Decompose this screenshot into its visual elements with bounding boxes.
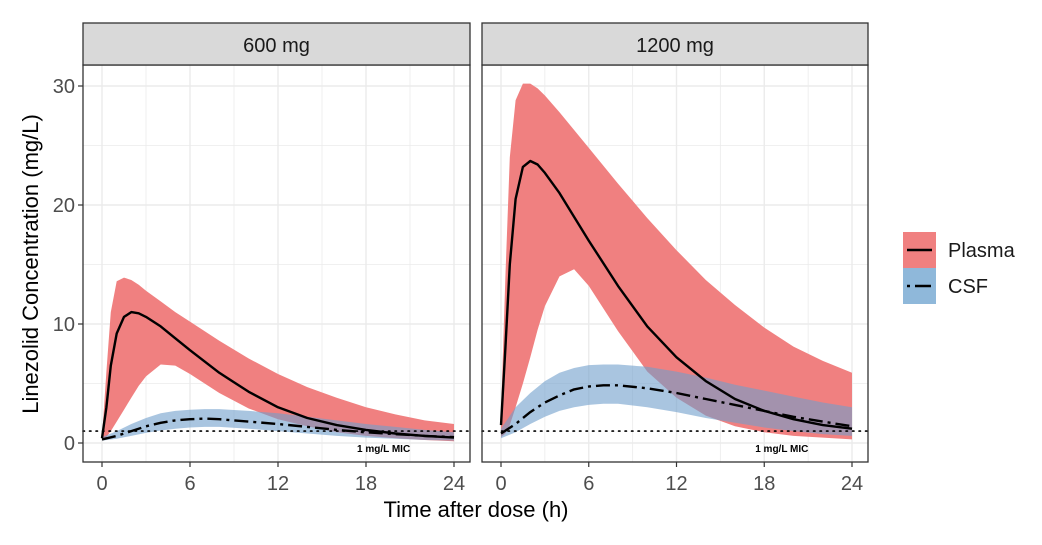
facet-strip (82, 22, 471, 66)
legend-item-plasma: Plasma (903, 232, 1016, 268)
x-tick-label: 24 (841, 473, 863, 495)
x-axis-label: Time after dose (h) (383, 497, 568, 522)
x-tick-label: 24 (443, 473, 465, 495)
mic-label: 1 mg/L MIC (357, 444, 410, 455)
csf-ribbon (102, 409, 454, 441)
y-tick-label: 20 (53, 195, 75, 217)
mic-label: 1 mg/L MIC (755, 444, 808, 455)
x-tick-label: 12 (267, 473, 289, 495)
y-axis-label: Linezolid Concentration (mg/L) (18, 114, 43, 414)
legend-item-csf: CSF (903, 268, 988, 304)
x-tick-label: 0 (495, 473, 506, 495)
facet-strip-label: 1200 mg (636, 35, 714, 57)
x-tick-label: 0 (96, 473, 107, 495)
x-tick-label: 18 (355, 473, 377, 495)
y-tick-label: 30 (53, 76, 75, 98)
csf-median-line (101, 417, 455, 441)
csf-median-line (500, 384, 853, 435)
x-tick-label: 6 (184, 473, 195, 495)
csf-ribbon (501, 364, 852, 439)
panel-600-mg: 1 mg/L MIC 600 mg 0 6 12 18 24 0 10 20 30 (53, 22, 471, 495)
legend-label-plasma: Plasma (948, 240, 1016, 262)
y-tick-label: 0 (64, 433, 75, 455)
facet-strip-label: 600 mg (243, 35, 310, 57)
plasma-median-line (499, 159, 853, 430)
legend: Plasma CSF (903, 232, 1016, 304)
plasma-median-line (100, 310, 455, 439)
facet-strip (481, 22, 869, 66)
panel-1200-mg: 1 mg/L MIC 1200 mg 0 6 12 18 24 (481, 22, 869, 495)
legend-label-csf: CSF (948, 276, 988, 298)
x-tick-label: 18 (753, 473, 775, 495)
x-tick-label: 12 (665, 473, 687, 495)
y-tick-label: 10 (53, 314, 75, 336)
plasma-ribbon (501, 83, 852, 440)
x-tick-label: 6 (583, 473, 594, 495)
